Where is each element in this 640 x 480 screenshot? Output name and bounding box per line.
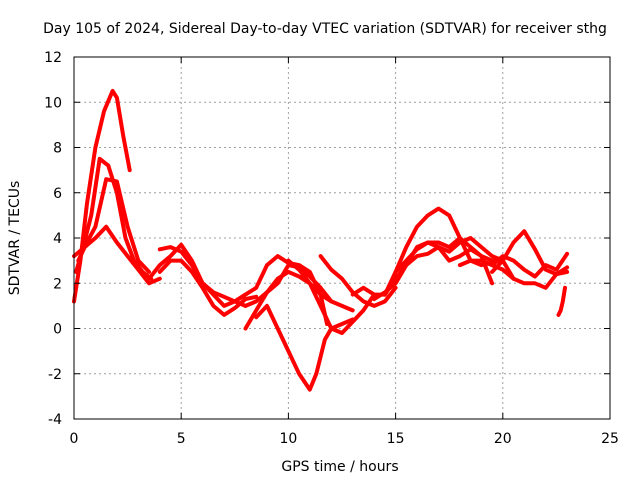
series-track-11 [254,303,355,392]
axis-ticks: 0 5 10 15 20 25 -4 -2 0 2 4 6 8 10 12 [44,50,619,447]
series-track-13 [318,254,398,308]
x-tick-label: 25 [601,431,619,447]
x-tick-label: 10 [279,431,297,447]
y-tick-label: 0 [53,322,62,338]
x-tick-label: 0 [70,431,79,447]
series-track-14 [350,206,495,297]
series-track-12 [286,258,377,335]
series-track-7 [157,245,248,308]
series-track-20 [490,251,570,279]
y-axis-label: SDTVAR / TECUs [7,181,23,296]
y-tick-label: 2 [53,276,62,292]
y-tick-label: -2 [48,367,62,383]
y-tick-label: 8 [53,141,62,157]
series-track-4 [72,224,162,286]
chart-title: Day 105 of 2024, Sidereal Day-to-day VTE… [43,21,607,37]
x-tick-label: 15 [387,431,405,447]
series-track-10 [243,269,355,331]
x-axis-label: GPS time / hours [281,459,398,475]
y-tick-label: -4 [48,412,62,428]
y-tick-label: 12 [44,50,62,66]
y-tick-label: 4 [53,231,62,247]
x-tick-label: 5 [177,431,186,447]
series-track-21 [556,285,567,317]
y-tick-label: 6 [53,186,62,202]
series-track-9 [243,263,334,308]
series-track-18 [457,258,570,290]
series-track-3 [76,177,151,274]
y-tick-label: 10 [44,95,62,111]
series-track-16 [382,245,495,297]
series-track-17 [393,236,516,281]
x-tick-label: 20 [494,431,512,447]
data-series [72,88,570,392]
